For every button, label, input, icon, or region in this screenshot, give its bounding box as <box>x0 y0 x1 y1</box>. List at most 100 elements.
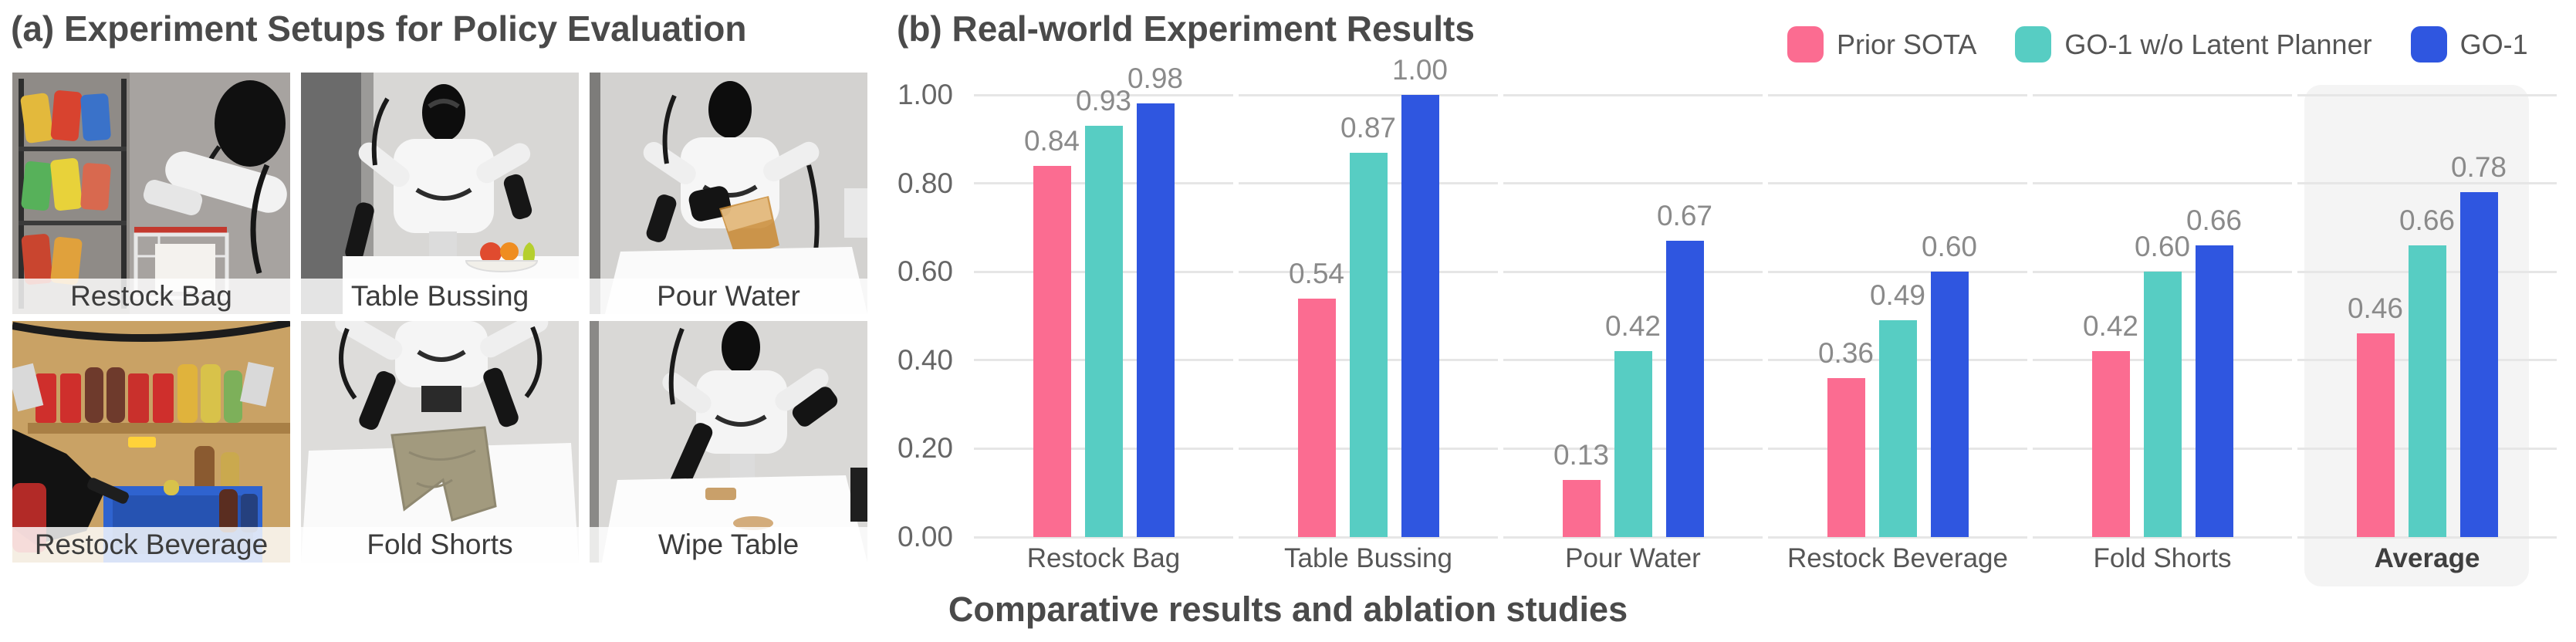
y-tick-label: 0.40 <box>897 343 953 376</box>
gridline <box>2033 270 2292 273</box>
bar-prior-sota-pour-water <box>1562 479 1601 537</box>
gridline <box>2297 536 2557 539</box>
gridline <box>1503 182 1763 185</box>
chart-facet-table-bussing: 0.54 0.87 1.00 <box>1239 54 1498 539</box>
gridline <box>974 93 1233 96</box>
gridline <box>1768 182 2027 185</box>
dark-edge <box>850 468 867 522</box>
restock-beverage-illustration <box>12 321 290 563</box>
photo-restock-beverage: Restock Beverage <box>12 321 290 563</box>
bar-value-label: 0.98 <box>1127 63 1183 95</box>
gridline <box>1239 93 1498 96</box>
chart-facet-restock-bag: 0.84 0.93 0.98 <box>974 63 1233 539</box>
robot-icon <box>662 321 838 494</box>
bar-go-1-w-o-latent-planner-restock-beverage <box>1878 320 1917 537</box>
robot-icon <box>345 84 532 270</box>
bar-go-1-restock-bag <box>1136 103 1175 537</box>
y-tick-label: 0.80 <box>897 167 953 199</box>
legend-item-prior-sota: Prior SOTA <box>1787 26 1976 63</box>
y-tick-label: 1.00 <box>897 79 953 110</box>
gridline <box>2297 93 2557 96</box>
chart-facet-restock-beverage: 0.36 0.49 0.60 <box>1768 93 2027 539</box>
photo-wipe-table: Wipe Table <box>590 321 867 563</box>
gridline <box>2033 536 2292 539</box>
bar-value-label: 0.60 <box>2134 231 2190 263</box>
bar-go-1-w-o-latent-planner-average <box>2408 245 2446 537</box>
photo-label-fold-shorts: Fold Shorts <box>301 527 579 563</box>
photo-label-restock-beverage: Restock Beverage <box>12 527 290 563</box>
gridline <box>1768 536 2027 539</box>
photo-label-table-bussing: Table Bussing <box>301 279 579 314</box>
bar-value-label: 0.66 <box>2399 204 2455 236</box>
figure-caption: Comparative results and ablation studies <box>948 590 1628 629</box>
gripper-clamp-icon-2 <box>239 362 275 407</box>
x-category-label-average: Average <box>2374 543 2480 573</box>
bar-go-1-w-o-latent-planner-pour-water <box>1614 351 1652 537</box>
panel-a-title: (a) Experiment Setups for Policy Evaluat… <box>11 8 747 49</box>
photo-label-pour-water: Pour Water <box>590 279 867 314</box>
spill-icon <box>733 516 773 530</box>
sponge-icon <box>705 488 736 500</box>
bar-go-1-restock-beverage <box>1930 272 1969 537</box>
chart-facet-fold-shorts: 0.42 0.60 0.66 <box>2033 93 2292 539</box>
bar-value-label: 0.42 <box>2082 310 2138 343</box>
robot-icon <box>335 321 549 431</box>
gridline <box>974 536 1233 539</box>
bar-prior-sota-average <box>2356 333 2395 537</box>
restock-bag-illustration <box>12 73 290 314</box>
gridline <box>1768 93 2027 96</box>
photo-table-bussing: Table Bussing <box>301 73 579 314</box>
chart-facet-pour-water: 0.13 0.42 0.67 <box>1503 93 1763 539</box>
legend-swatch-prior-sota <box>1787 26 1824 63</box>
legend-item-go1: GO-1 <box>2410 26 2528 63</box>
bar-value-label: 0.46 <box>2347 292 2403 325</box>
legend-label-go1-wo-latent-planner: GO-1 w/o Latent Planner <box>2064 28 2372 60</box>
x-category-label-fold-shorts: Fold Shorts <box>2093 543 2232 573</box>
bar-value-label: 0.93 <box>1075 85 1131 117</box>
y-tick-label: 0.20 <box>897 432 953 465</box>
bar-value-label: 0.87 <box>1340 111 1396 144</box>
bar-go-1-fold-shorts <box>2195 245 2233 537</box>
gridline <box>2033 182 2292 185</box>
gridline <box>1503 536 1763 539</box>
bar-prior-sota-table-bussing <box>1297 298 1336 537</box>
photo-restock-bag: Restock Bag <box>12 73 290 314</box>
bar-value-label: 1.00 <box>1391 54 1448 86</box>
bar-prior-sota-fold-shorts <box>2091 351 2130 537</box>
fruit-bowl-icon <box>465 242 539 272</box>
legend-label-go1: GO-1 <box>2459 28 2528 60</box>
legend-item-go1-wo-latent-planner: GO-1 w/o Latent Planner <box>2015 26 2372 63</box>
x-category-label-table-bussing: Table Bussing <box>1284 543 1452 573</box>
x-category-label-restock-beverage: Restock Beverage <box>1787 543 2008 573</box>
bar-value-label: 0.60 <box>1921 231 1977 263</box>
x-category-label-pour-water: Pour Water <box>1565 543 1701 573</box>
gridline <box>1503 270 1763 273</box>
shorts-icon <box>390 426 497 522</box>
bar-prior-sota-restock-beverage <box>1827 377 1865 537</box>
gridline <box>1503 93 1763 96</box>
x-category-label-restock-bag: Restock Bag <box>1026 543 1181 573</box>
gridline <box>1768 270 2027 273</box>
bar-value-label: 0.13 <box>1553 438 1609 471</box>
robot-arm-icon <box>143 80 287 274</box>
robot-icon <box>643 81 820 258</box>
chart-legend: Prior SOTA GO-1 w/o Latent Planner GO-1 <box>1787 26 2528 63</box>
y-tick-label: 0.60 <box>897 255 953 288</box>
photo-pour-water: Pour Water <box>590 73 867 314</box>
bar-go-1-w-o-latent-planner-restock-bag <box>1084 126 1123 537</box>
bar-go-1-table-bussing <box>1401 95 1439 537</box>
gridline <box>2297 182 2557 185</box>
bar-value-label: 0.54 <box>1288 257 1344 289</box>
gripper-clamp-icon <box>12 363 44 412</box>
side-table-icon <box>844 188 867 238</box>
gridline <box>1239 536 1498 539</box>
bar-go-1-w-o-latent-planner-table-bussing <box>1349 152 1388 537</box>
bar-value-label: 0.78 <box>2450 151 2507 184</box>
snack-bags-icon <box>20 90 111 286</box>
bar-value-label: 0.42 <box>1604 310 1661 343</box>
bar-go-1-average <box>2459 192 2498 537</box>
bar-prior-sota-restock-bag <box>1033 165 1071 537</box>
bar-value-label: 0.66 <box>2186 204 2242 236</box>
